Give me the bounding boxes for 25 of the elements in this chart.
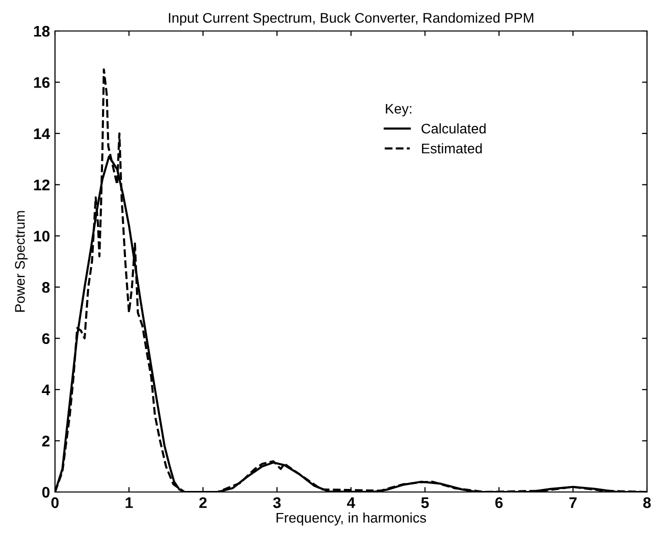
y-tick-label: 18: [34, 26, 50, 37]
y-tick-label: 16: [34, 77, 50, 88]
x-tick-label: 8: [643, 497, 651, 508]
x-tick-label: 4: [346, 497, 356, 508]
y-tick-label: 0: [42, 486, 50, 498]
x-tick-label: 1: [126, 497, 133, 508]
y-tick-label: 8: [42, 282, 50, 293]
x-tick-label: 5: [421, 497, 429, 508]
x-tick-label: 0: [51, 497, 59, 508]
x-tick-label: 7: [569, 497, 577, 508]
y-tick-label: 12: [34, 180, 50, 190]
x-axis-title: Frequency, in harmonics: [276, 512, 426, 526]
x-tick-label: 3: [273, 497, 281, 508]
y-tick-label: 4: [42, 384, 50, 396]
y-axis-title: Power Spectrum: [15, 211, 28, 312]
x-tick-label: 2: [199, 497, 207, 508]
legend-label: Estimated: [422, 143, 482, 154]
y-tick-label: 14: [34, 128, 50, 139]
x-tick-label: 6: [495, 497, 503, 508]
legend-title: Key:: [386, 104, 412, 116]
y-tick-label: 10: [34, 230, 50, 242]
legend-label: Calculated: [422, 123, 486, 134]
y-tick-label: 2: [42, 436, 50, 446]
y-tick-label: 6: [42, 333, 50, 344]
chart-title: Input Current Spectrum, Buck Converter, Randomized PPM: [168, 12, 534, 26]
